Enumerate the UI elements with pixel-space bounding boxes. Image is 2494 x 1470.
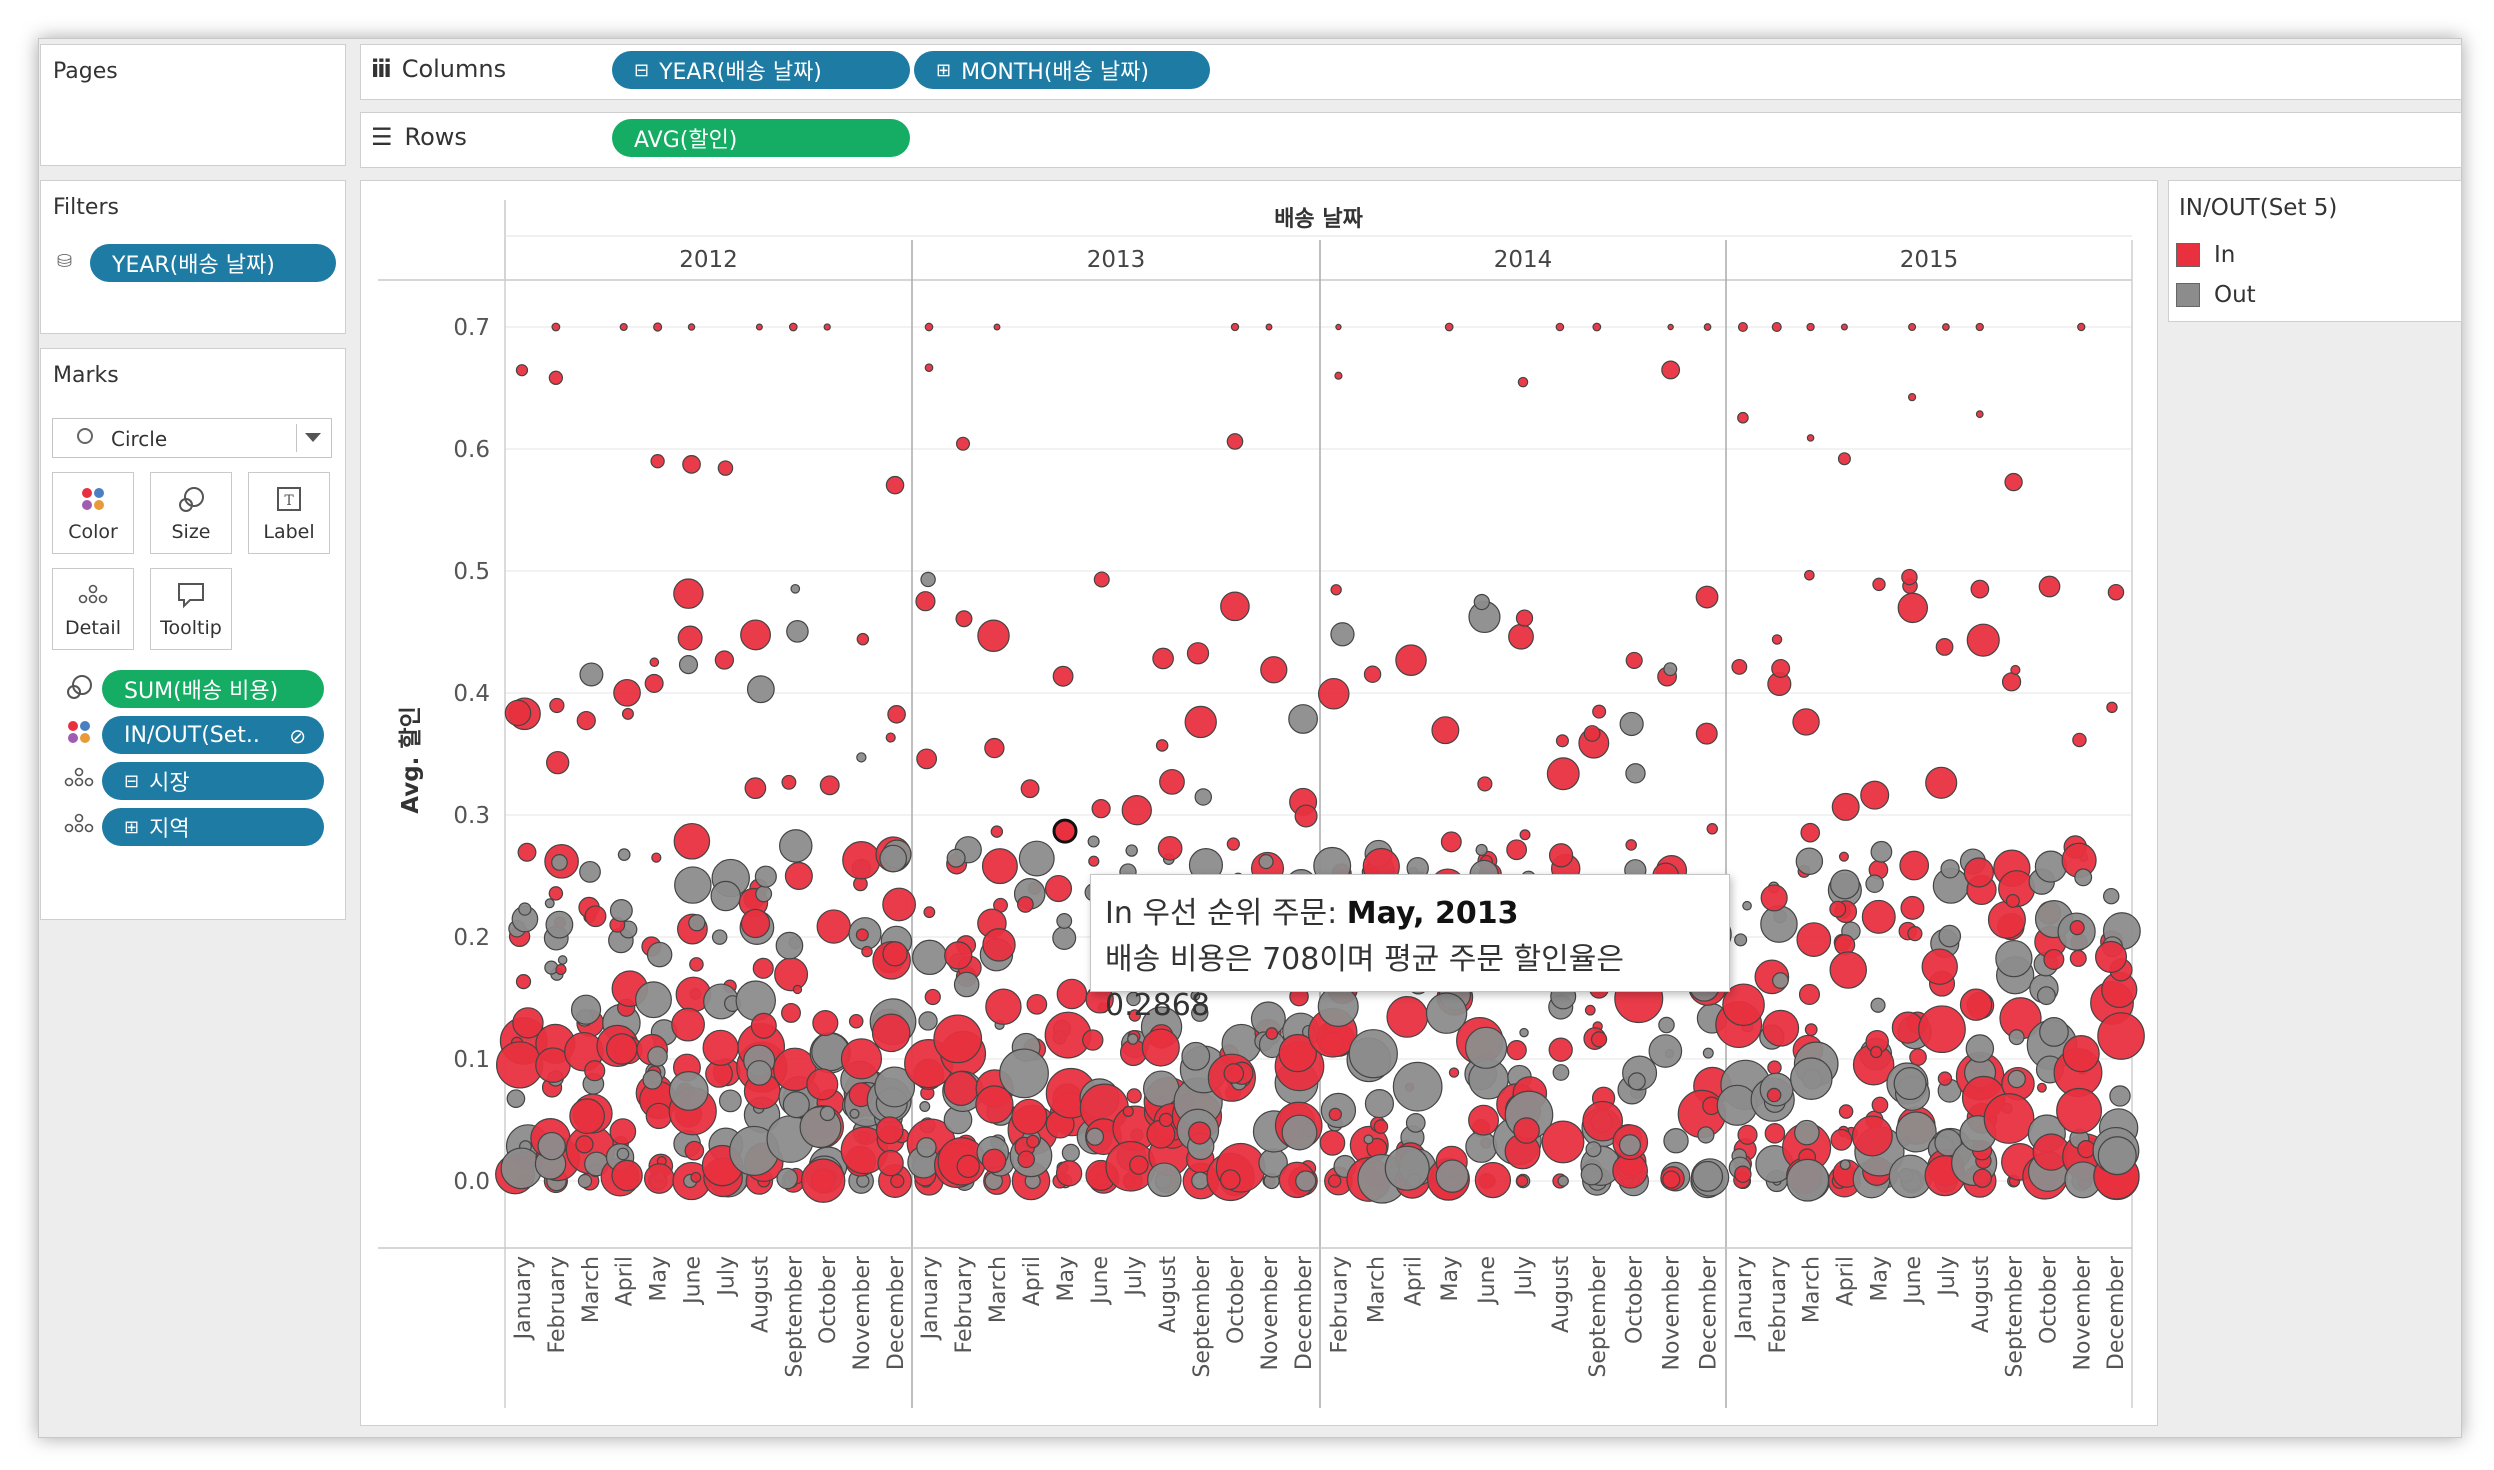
filters-title: Filters (53, 195, 119, 220)
marks-field-market[interactable]: ⊟ 시장 (102, 762, 324, 800)
tooltip-icon (151, 581, 231, 616)
detail-icon (53, 581, 133, 612)
mark-type-dropdown[interactable]: Circle (52, 418, 332, 458)
marks-tooltip-button[interactable]: Tooltip (150, 568, 232, 650)
marks-label-button[interactable]: T Label (248, 472, 330, 554)
marks-field-size[interactable]: SUM(배송 비용) (102, 670, 324, 708)
columns-shelf-label: iii Columns (371, 55, 506, 83)
column-pill-year[interactable]: ⊟ YEAR(배송 날짜) (612, 51, 910, 89)
tooltip-line-2: 배송 비용은 708이며 평균 주문 할인율은 0.2868 (1105, 942, 1624, 1023)
size-icon (151, 485, 231, 522)
rows-icon: ☰ (371, 123, 393, 151)
marks-title: Marks (53, 363, 119, 388)
marks-size-button[interactable]: Size (150, 472, 232, 554)
color-icon (62, 718, 96, 752)
database-icon: ⛁ (57, 251, 73, 272)
columns-icon: iii (371, 55, 392, 83)
legend-card: IN/OUT(Set 5) (2168, 180, 2462, 322)
dropdown-divider (296, 424, 297, 452)
marks-color-button[interactable]: Color (52, 472, 134, 554)
legend-item-in[interactable]: In (2176, 242, 2235, 268)
marks-field-color[interactable]: IN/OUT(Set.. ⊘ (102, 716, 324, 754)
rows-shelf-label: ☰ Rows (371, 123, 467, 151)
legend-swatch-in (2176, 243, 2200, 267)
legend-item-out[interactable]: Out (2176, 282, 2256, 308)
column-pill-month[interactable]: ⊞ MONTH(배송 날짜) (914, 51, 1210, 89)
chart-card (360, 180, 2158, 1426)
label-icon: T (249, 485, 329, 520)
mark-type-label: Circle (111, 427, 168, 451)
detail-icon (62, 764, 96, 798)
chevron-down-icon[interactable] (305, 433, 321, 442)
filter-pill-year[interactable]: YEAR(배송 날짜) (90, 244, 336, 282)
columns-label: Columns (401, 55, 507, 83)
rows-label: Rows (404, 123, 467, 151)
mark-tooltip: In 우선 순위 주문: May, 2013 배송 비용은 708이며 평균 주… (1090, 874, 1730, 1023)
detail-icon (62, 810, 96, 844)
size-icon (62, 672, 96, 706)
set-icon: ⊘ (289, 724, 306, 748)
pages-card[interactable]: Pages (40, 44, 346, 166)
marks-field-region[interactable]: ⊞ 지역 (102, 808, 324, 846)
legend-swatch-out (2176, 283, 2200, 307)
marks-detail-button[interactable]: Detail (52, 568, 134, 650)
pages-title: Pages (53, 59, 118, 84)
tooltip-line-1: In 우선 순위 주문: May, 2013 (1105, 896, 1519, 931)
circle-icon (77, 428, 93, 444)
color-icon (53, 485, 133, 520)
row-pill-avg-discount[interactable]: AVG(할인) (612, 119, 910, 157)
svg-text:T: T (284, 493, 294, 509)
legend-title: IN/OUT(Set 5) (2179, 195, 2338, 221)
